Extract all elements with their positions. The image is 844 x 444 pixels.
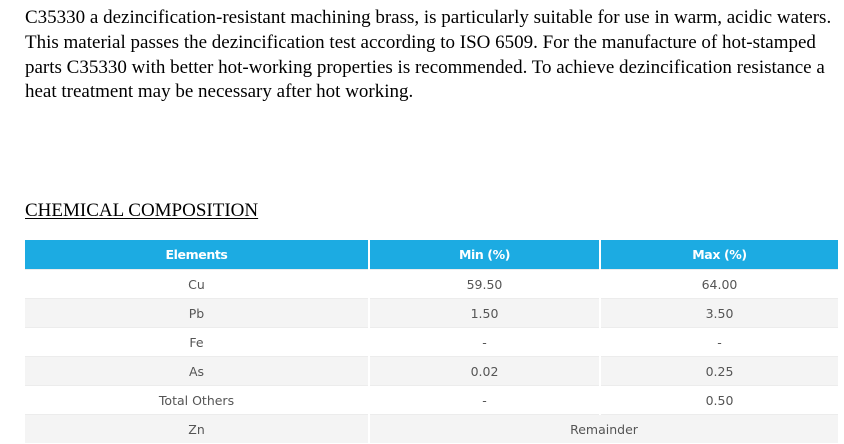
header-max: Max (%): [600, 240, 838, 270]
cell-element: Cu: [25, 269, 370, 299]
table-body: Cu 59.50 64.00 Pb 1.50 3.50 Fe - - As 0.…: [25, 269, 838, 443]
cell-element: Fe: [25, 327, 370, 357]
cell-element: Zn: [25, 414, 370, 443]
table-row: As 0.02 0.25: [25, 356, 838, 386]
table-row: Pb 1.50 3.50: [25, 298, 838, 328]
table-header: Elements Min (%) Max (%): [25, 240, 838, 270]
intro-paragraph: C35330 a dezincification-resistant machi…: [25, 7, 832, 103]
cell-min: 0.02: [369, 356, 601, 386]
cell-min: 59.50: [369, 269, 601, 299]
cell-remainder: Remainder: [369, 414, 838, 443]
header-min: Min (%): [369, 240, 601, 270]
cell-max: 64.00: [600, 269, 838, 299]
table-row: Fe - -: [25, 327, 838, 357]
table-row: Total Others - 0.50: [25, 385, 838, 415]
cell-max: -: [600, 327, 838, 357]
header-elements: Elements: [25, 240, 370, 270]
composition-table: Elements Min (%) Max (%) Cu 59.50 64.00 …: [25, 240, 838, 443]
cell-element: As: [25, 356, 370, 386]
cell-max: 0.50: [600, 385, 838, 415]
cell-element: Total Others: [25, 385, 370, 415]
section-heading: CHEMICAL COMPOSITION: [25, 200, 259, 221]
header-row: Elements Min (%) Max (%): [25, 240, 838, 270]
cell-min: 1.50: [369, 298, 601, 328]
cell-element: Pb: [25, 298, 370, 328]
cell-max: 0.25: [600, 356, 838, 386]
cell-max: 3.50: [600, 298, 838, 328]
table-row: Cu 59.50 64.00: [25, 269, 838, 299]
cell-min: -: [369, 385, 601, 415]
cell-min: -: [369, 327, 601, 357]
table-row: Zn Remainder: [25, 414, 838, 443]
